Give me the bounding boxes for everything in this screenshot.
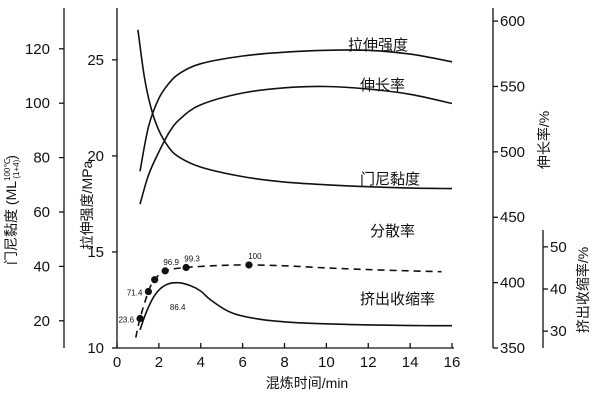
x-tick-label: 10 [318, 354, 335, 371]
mooney-tick-label: 40 [33, 258, 50, 275]
elongation-axis-title: 伸长率/% [536, 111, 552, 169]
data-point-marker [161, 267, 169, 275]
elongation-tick-label: 350 [500, 340, 525, 357]
shrinkage-tick-label: 30 [550, 323, 567, 340]
series-line-3 [135, 264, 442, 338]
series-line-4 [139, 281, 452, 331]
data-point-label: 23.6 [118, 316, 134, 325]
mooney-tick-label: 60 [33, 204, 50, 221]
shrinkage-tick-label: 50 [550, 239, 567, 256]
tensile-tick-label: 20 [87, 148, 104, 165]
data-point-marker [182, 263, 190, 272]
mooney-axis-title: 门尼黏度 (ML100℃(1+4)) [3, 155, 21, 265]
curve-label: 门尼黏度 [360, 171, 420, 188]
series-line-1 [139, 85, 453, 205]
x-tick-label: 4 [197, 354, 205, 371]
data-point-label: 99.3 [184, 255, 200, 264]
curve-label: 拉伸强度 [348, 37, 408, 54]
x-tick-label: 16 [444, 354, 461, 371]
tensile-tick-label: 10 [87, 340, 104, 357]
curve-label: 挤出收缩率 [360, 291, 435, 308]
curve-label: 分散率 [370, 223, 415, 240]
elongation-tick-label: 600 [500, 13, 525, 30]
mooney-tick-label: 100 [25, 95, 50, 112]
data-point-marker [151, 276, 159, 284]
data-point-marker [144, 287, 153, 296]
shrinkage-axis-title: 挤出收缩率/% [575, 247, 591, 333]
data-point-label: 96.9 [163, 258, 179, 267]
x-tick-label: 6 [238, 354, 246, 371]
x-tick-label: 0 [113, 354, 121, 371]
tensile-tick-label: 15 [87, 244, 104, 261]
elongation-tick-label: 550 [500, 78, 525, 95]
mooney-tick-label: 20 [33, 313, 50, 330]
data-point-marker [136, 314, 144, 323]
series-line-2 [137, 29, 453, 190]
data-point-marker [245, 261, 253, 269]
x-tick-label: 12 [360, 354, 377, 371]
x-tick-label: 2 [155, 354, 163, 371]
mooney-tick-label: 80 [33, 150, 50, 167]
x-tick-label: 8 [280, 354, 288, 371]
elongation-tick-label: 450 [500, 209, 525, 226]
series-line-0 [139, 49, 453, 172]
data-point-label: 100 [248, 252, 262, 261]
annotation-label: 86.4 [170, 303, 186, 312]
mooney-tick-label: 120 [25, 41, 50, 58]
curve-label: 伸长率 [360, 77, 405, 94]
x-tick-label: 14 [402, 354, 419, 371]
tensile-axis-title: 拉伸强度/MPa [79, 160, 95, 249]
elongation-tick-label: 500 [500, 144, 525, 161]
axes-group [59, 8, 548, 349]
tensile-tick-label: 25 [87, 52, 104, 69]
elongation-tick-label: 400 [500, 275, 525, 292]
x-axis-title: 混炼时间/min [266, 375, 348, 391]
data-point-label: 71.4 [127, 289, 143, 298]
shrinkage-tick-label: 40 [550, 281, 567, 298]
